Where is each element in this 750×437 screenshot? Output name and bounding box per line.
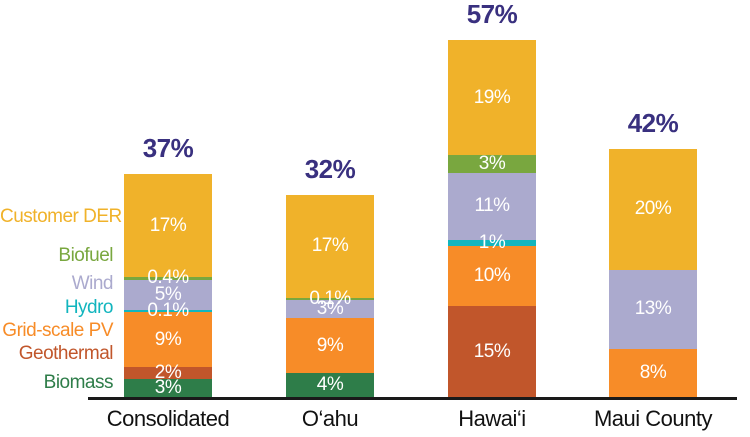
legend-label-customer-der: Customer DER [0,206,122,227]
bar-segment-o-ahu-biofuel [286,297,374,301]
segment-value-maui-county-grid-scale-pv: 8% [639,361,667,383]
bar-total-o-ahu: 32% [304,153,356,184]
bar-segment-consolidated-hydro [124,309,212,313]
bar-segment-hawai-i-hydro [448,239,536,246]
bar-segment-maui-county-grid-scale-pv [609,348,697,397]
segment-value-maui-county-customer-der: 20% [634,198,672,220]
legend-label-hydro: Hydro [64,297,114,318]
segment-value-consolidated-wind: 5% [154,283,182,305]
x-axis-line [88,397,737,400]
segment-value-o-ahu-wind: 3% [316,298,344,320]
segment-value-hawai-i-biofuel: 3% [478,153,506,175]
segment-value-consolidated-biofuel: 0.4% [147,267,189,289]
bar-segment-consolidated-biofuel [124,277,212,280]
segment-value-consolidated-biomass: 3% [154,376,182,398]
bar-segment-consolidated-geothermal [124,366,212,379]
segment-value-o-ahu-biofuel: 0.1% [309,288,351,309]
legend-label-biomass: Biomass [43,372,114,393]
segment-value-hawai-i-hydro: 1% [478,231,506,253]
bar-segment-maui-county-wind [609,269,697,349]
bar-segment-maui-county-customer-der [609,148,697,270]
category-label-maui-county: Maui County [593,406,713,431]
segment-value-o-ahu-customer-der: 17% [311,235,349,257]
bar-segment-consolidated-wind [124,279,212,310]
bar-segment-consolidated-customer-der [124,174,212,278]
segment-value-hawai-i-geothermal: 15% [473,340,511,362]
category-label-hawai-i: Hawai‘i [458,406,526,431]
bar-segment-o-ahu-grid-scale-pv [286,318,374,373]
bar-segment-hawai-i-wind [448,173,536,240]
bar-segment-consolidated-biomass [124,378,212,397]
bar-segment-hawai-i-customer-der [448,40,536,155]
segment-value-consolidated-customer-der: 17% [149,214,187,236]
segment-value-hawai-i-customer-der: 19% [473,86,511,108]
legend-label-biofuel: Biofuel [58,245,113,266]
category-label-o-ahu: O‘ahu [301,406,359,431]
segment-value-o-ahu-biomass: 4% [316,373,344,395]
segment-value-consolidated-geothermal: 2% [154,361,182,383]
segment-value-o-ahu-grid-scale-pv: 9% [316,334,344,356]
legend-label-grid-scale-pv: Grid-scale PV [2,320,113,341]
category-label-consolidated: Consolidated [106,406,230,431]
segment-value-maui-county-wind: 13% [634,298,672,320]
bar-segment-consolidated-grid-scale-pv [124,312,212,367]
segment-value-hawai-i-grid-scale-pv: 10% [473,265,511,286]
bar-segment-hawai-i-biofuel [448,155,536,174]
bar-segment-o-ahu-customer-der [286,194,374,298]
legend-label-geothermal: Geothermal [18,343,114,364]
bar-total-hawai-i: 57% [466,0,518,30]
bar-total-maui-county: 42% [627,107,679,138]
bar-segment-o-ahu-wind [286,300,374,319]
bar-total-consolidated: 37% [142,133,194,164]
legend-label-wind: Wind [71,273,114,294]
bar-segment-o-ahu-biomass [286,372,374,397]
segment-value-consolidated-grid-scale-pv: 9% [154,328,182,350]
bar-segment-hawai-i-grid-scale-pv [448,245,536,307]
segment-value-consolidated-hydro: 0.1% [147,300,189,322]
segment-value-hawai-i-wind: 11% [474,195,510,217]
bar-segment-hawai-i-geothermal [448,306,536,397]
